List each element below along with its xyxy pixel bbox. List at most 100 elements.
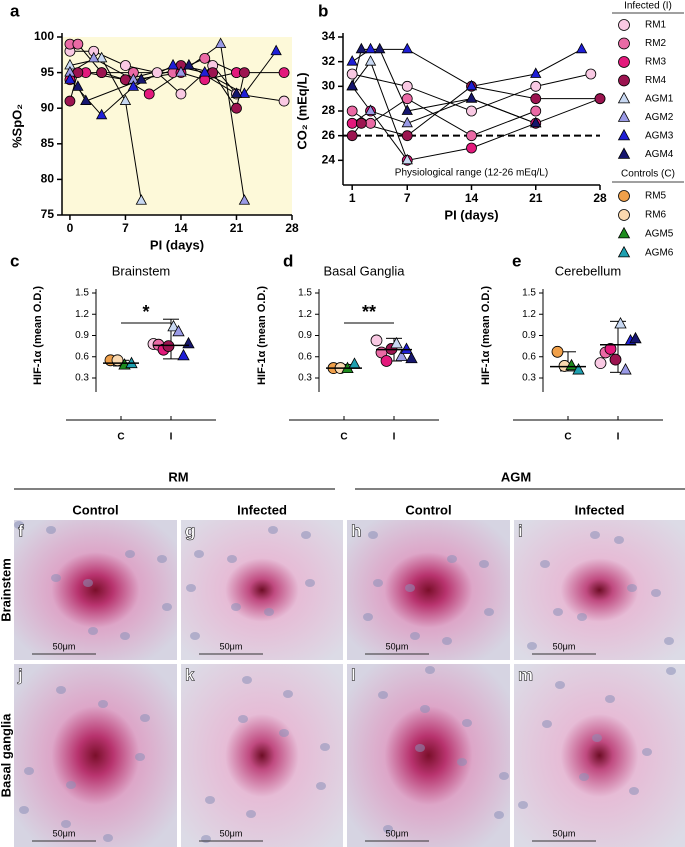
x-tick-label: 28 — [593, 191, 607, 205]
nucleus — [190, 632, 200, 640]
y-axis-label: HIF-1α (mean O.D.) — [480, 286, 492, 385]
annotation: Physiological range (12-26 mEq/L) — [395, 168, 548, 179]
scale-label: 50μm — [220, 641, 243, 651]
legend-label: RM2 — [645, 38, 667, 49]
nucleus — [51, 574, 61, 582]
nucleus — [305, 579, 315, 587]
legend-title: Controls (C) — [621, 169, 675, 180]
data-point — [380, 355, 393, 367]
nucleus — [605, 695, 615, 703]
data-point — [614, 317, 627, 329]
nucleus — [157, 555, 167, 563]
data-point — [231, 102, 242, 114]
legend-label: AGM2 — [645, 112, 674, 123]
nucleus — [46, 526, 56, 534]
nucleus — [140, 714, 150, 722]
x-tick-label: C — [117, 432, 124, 443]
data-point — [346, 55, 358, 66]
nucleus — [577, 613, 587, 621]
y-tick-label: 1.5 — [298, 288, 312, 299]
data-point — [95, 51, 108, 63]
micrograph — [14, 664, 177, 847]
data-point — [64, 73, 76, 84]
data-point — [604, 343, 617, 355]
nucleus — [590, 531, 600, 539]
panel-letter: f — [18, 521, 24, 540]
chart-title: Basal Ganglia — [324, 263, 406, 278]
series-line — [351, 60, 408, 161]
data-point — [395, 349, 408, 362]
panel-letter: g — [185, 521, 195, 540]
data-point — [370, 334, 383, 347]
series-line — [69, 72, 285, 95]
y-axis-label: HIF-1α (mean O.D.) — [32, 286, 44, 385]
data-point — [355, 42, 368, 54]
nucleus — [125, 550, 135, 558]
x-tick-label: 7 — [122, 221, 129, 235]
data-point — [575, 42, 588, 54]
y-tick-label: 1.5 — [522, 288, 536, 299]
nucleus — [242, 676, 252, 684]
nucleus — [98, 700, 108, 708]
nucleus — [479, 560, 489, 568]
data-point — [346, 117, 358, 129]
panel-letter: h — [351, 521, 361, 540]
legend-marker — [618, 209, 630, 221]
data-point — [619, 363, 632, 375]
x-tick-label: I — [170, 432, 173, 443]
data-point — [167, 58, 179, 70]
nucleus — [268, 526, 278, 534]
data-point — [374, 42, 386, 54]
data-point — [346, 130, 358, 142]
nucleus — [373, 579, 383, 587]
legend-marker — [618, 74, 630, 87]
y-tick-label: 0.9 — [522, 330, 536, 341]
nucleus — [205, 796, 215, 804]
group-label: AGM — [501, 469, 531, 484]
data-point — [466, 130, 477, 142]
data-point — [135, 73, 147, 84]
nucleus — [651, 589, 661, 597]
micrograph — [14, 520, 177, 660]
y-tick-label: 1.2 — [75, 309, 89, 320]
y-axis-label: CO₂ (mEq/L) — [294, 72, 309, 149]
y-tick-label: 95 — [41, 65, 55, 79]
y-tick-label: 0.9 — [75, 330, 89, 341]
significance-label: ** — [362, 302, 376, 322]
y-tick-label: 80 — [41, 172, 55, 186]
nucleus — [442, 637, 452, 645]
nucleus — [61, 820, 71, 828]
nucleus — [279, 729, 289, 737]
legend-label: AGM3 — [645, 131, 674, 142]
data-point — [364, 55, 377, 66]
y-tick-label: 1.2 — [522, 309, 536, 320]
y-tick-label: 75 — [41, 207, 55, 221]
data-point — [278, 67, 290, 78]
data-point — [182, 336, 195, 349]
nucleus — [103, 834, 113, 842]
data-point — [230, 87, 243, 98]
data-point — [143, 88, 155, 100]
nucleus — [19, 806, 29, 814]
data-point — [95, 108, 108, 120]
data-point — [72, 38, 84, 50]
series-line — [351, 48, 582, 87]
nucleus — [56, 686, 66, 694]
legend-marker — [617, 91, 631, 104]
data-point — [120, 60, 131, 71]
micrograph — [514, 520, 685, 660]
legend-marker — [618, 56, 630, 68]
data-point — [135, 194, 147, 205]
scale-label: 50μm — [53, 641, 76, 651]
micrograph — [347, 664, 510, 847]
legend-marker — [617, 128, 631, 141]
data-point — [167, 319, 180, 332]
row-label: Basal ganglia — [0, 713, 13, 798]
data-point — [401, 116, 413, 128]
legend-marker — [617, 245, 631, 258]
data-point — [401, 93, 413, 105]
x-tick-label: 28 — [285, 221, 299, 235]
data-point — [365, 117, 376, 129]
column-label: Infected — [237, 502, 287, 517]
